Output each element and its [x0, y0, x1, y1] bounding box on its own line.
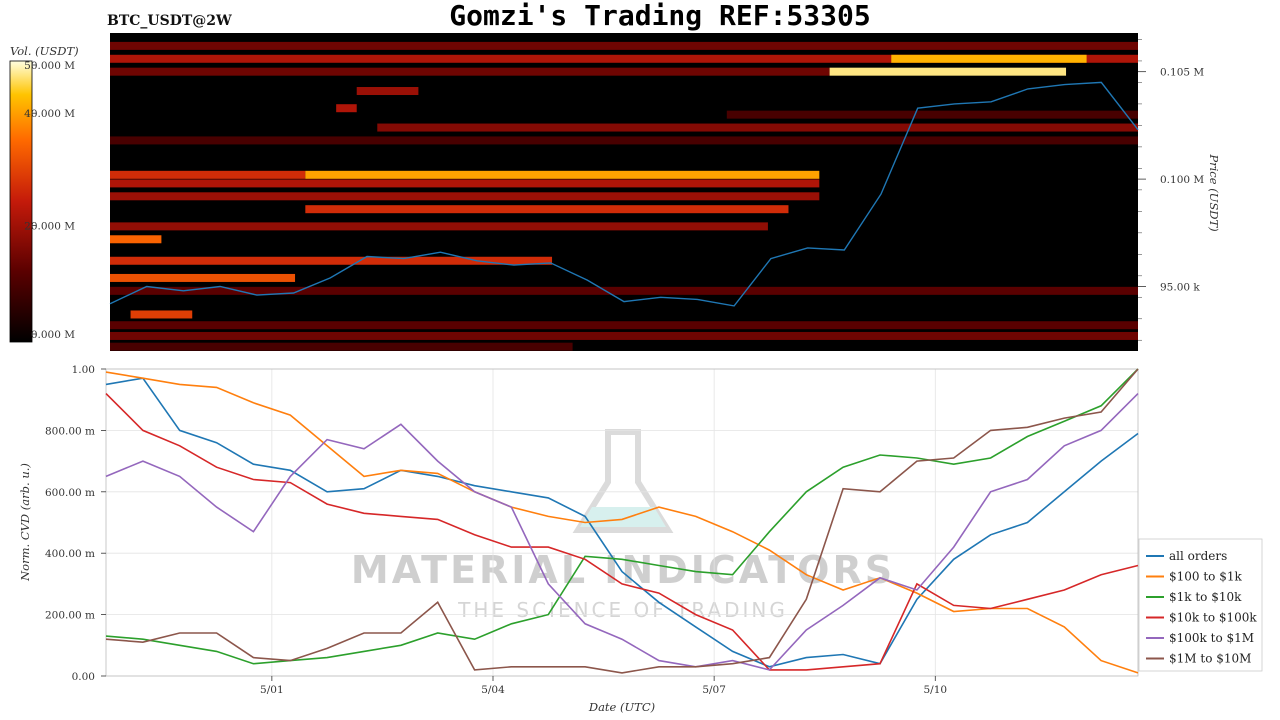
colorbar-label: Vol. (USDT) [10, 44, 79, 58]
heatmap-band [110, 54, 1138, 63]
symbol-label: BTC_USDT@2W [107, 13, 232, 29]
heatmap-band [336, 104, 357, 113]
legend-label: $10k to $100k [1169, 611, 1257, 625]
heatmap-band [110, 179, 820, 188]
cvd-y-axis-label: Norm. CVD (arb. u.) [18, 463, 32, 582]
heatmap-band [377, 123, 1138, 132]
heatmap-band [305, 205, 789, 214]
cvd-y-axis: 0.00 200.00 m 400.00 m 600.00 m 800.00 m 1.00 [45, 364, 106, 683]
colorbar-tick-label: 0.000 M [31, 329, 75, 341]
price-axis-label: Price (USDT) [1207, 153, 1221, 231]
cvd-y-tick-label: 600.00 m [45, 487, 95, 499]
heatmap-band [110, 273, 296, 282]
colorbar [9, 60, 33, 343]
heatmap-band [110, 192, 820, 201]
cvd-x-tick-label: 5/01 [260, 684, 284, 696]
legend-items: all orders $100 to $1k $1k to $10k $10k to … [1146, 549, 1257, 666]
heatmap-band [726, 110, 1138, 119]
heatmap-band [110, 331, 1138, 340]
heatmap-band [130, 310, 193, 319]
heatmap-band [110, 41, 1138, 50]
series-line-5 [105, 368, 1139, 674]
cvd-y-tick-label: 0.00 [72, 671, 95, 683]
series-line-1 [105, 371, 1139, 674]
series-line-4 [105, 393, 1139, 671]
colorbar-tick-label: 20.000 M [24, 221, 75, 233]
heatmap-band [110, 235, 162, 244]
heatmap-band [110, 321, 1138, 330]
heatmap-band [110, 286, 1138, 295]
series-line-0 [105, 377, 1139, 668]
heatmap-band [305, 170, 820, 179]
legend-box [1138, 538, 1263, 672]
price-line [109, 81, 1139, 307]
cvd-y-tick-label: 1.00 [72, 364, 95, 376]
heatmap-band [356, 87, 419, 96]
colorbar-tick-label: 40.000 M [24, 108, 75, 120]
page-title: Gomzi's Trading REF:53305 [449, 0, 870, 32]
watermark: MATERIAL INDICATORS THE SCIENCE OF TRADI… [351, 429, 895, 622]
legend-label: $1k to $10k [1169, 590, 1242, 604]
cvd-x-axis: 5/01 5/04 5/07 5/10 [260, 676, 947, 696]
heatmap-band [110, 256, 553, 265]
heatmap-band [891, 54, 1087, 63]
heatmap-band [829, 67, 1067, 76]
colorbar-ticks: 0.000 M 20.000 M 40.000 M 50.000 M [24, 60, 75, 341]
cvd-y-tick-label: 400.00 m [45, 548, 95, 560]
price-tick-label: 95.00 k [1160, 282, 1200, 294]
legend-label: $1M to $10M [1169, 652, 1251, 666]
price-axis: 95.00 k 0.100 M 0.105 M [1138, 39, 1204, 341]
heatmap-band [110, 67, 830, 76]
legend-label: $100 to $1k [1169, 570, 1242, 584]
cvd-y-tick-label: 200.00 m [45, 610, 95, 622]
heatmap-bands [110, 41, 1138, 351]
watermark-sub: THE SCIENCE OF TRADING [457, 598, 788, 622]
cvd-series [105, 368, 1139, 674]
cvd-x-tick-label: 5/10 [923, 684, 947, 696]
cvd-y-tick-label: 800.00 m [45, 425, 95, 437]
heatmap-background [110, 33, 1138, 351]
cvd-frame [105, 368, 1139, 677]
flask-icon [572, 429, 674, 533]
legend-label: all orders [1169, 549, 1227, 563]
cvd-x-axis-label: Date (UTC) [588, 700, 655, 714]
heatmap-band [110, 222, 768, 231]
heatmap-band [110, 342, 573, 351]
series-line-2 [105, 368, 1139, 665]
colorbar-tick-label: 50.000 M [24, 60, 75, 72]
heatmap-band [110, 136, 1138, 145]
cvd-x-tick-label: 5/07 [702, 684, 726, 696]
legend: all orders $100 to $1k $1k to $10k $10k to … [1138, 538, 1263, 672]
watermark-main: MATERIAL INDICATORS [351, 548, 895, 592]
cvd-x-tick-label: 5/04 [481, 684, 505, 696]
flask-liquid [580, 507, 666, 527]
heatmap-band [110, 170, 306, 179]
price-tick-label: 0.100 M [1160, 174, 1204, 186]
price-tick-label: 0.105 M [1160, 67, 1204, 79]
legend-label: $100k to $1M [1169, 631, 1254, 645]
series-line-3 [105, 393, 1139, 671]
